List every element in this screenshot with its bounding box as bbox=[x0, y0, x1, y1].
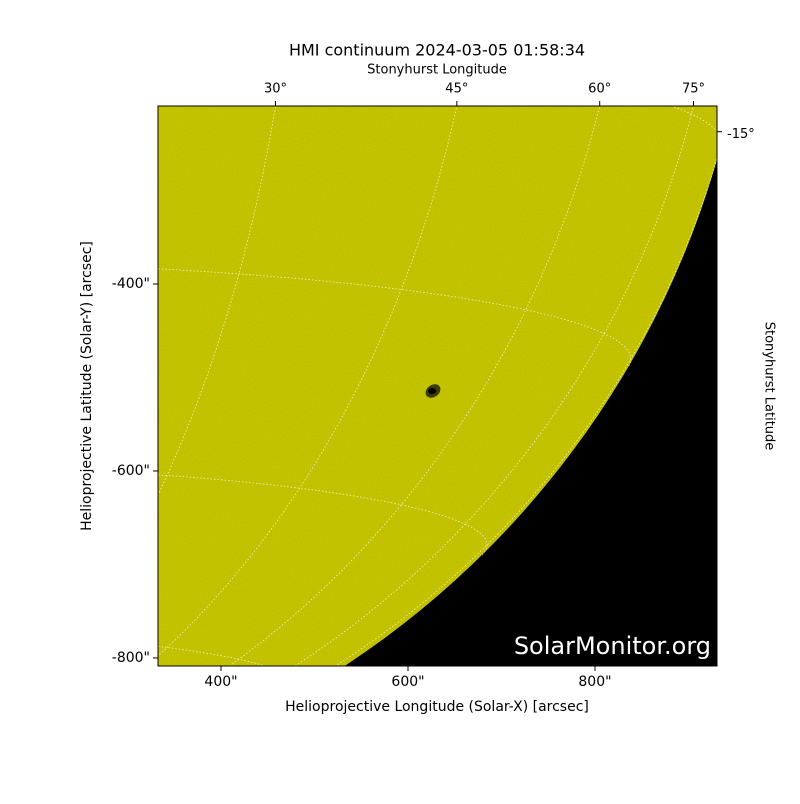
axes-frame bbox=[157, 105, 718, 667]
y-axis-label: Helioprojective Latitude (Solar-Y) [arcs… bbox=[79, 241, 95, 531]
coordinate-grid bbox=[0, 0, 81, 800]
x-axis-label: Helioprojective Longitude (Solar-X) [arc… bbox=[285, 699, 589, 715]
top-axis-label: Stonyhurst Longitude bbox=[367, 63, 507, 78]
right-axis-label: Stonyhurst Latitude bbox=[762, 322, 777, 451]
axes: 400" 600" 800" -400" -600" -800" 30° 45° 60° 75° -… bbox=[112, 82, 755, 691]
x-tick-label: 400" bbox=[204, 674, 237, 690]
y-tick-label: -400" bbox=[112, 276, 150, 292]
plot-area: SolarMonitor.org bbox=[0, 0, 717, 800]
coordinate-grid bbox=[158, 106, 276, 496]
watermark: SolarMonitor.org bbox=[514, 632, 711, 660]
y-tick-label: -800" bbox=[112, 650, 150, 666]
coordinate-grid bbox=[158, 474, 488, 555]
top-tick-label: 60° bbox=[588, 82, 611, 97]
sunspot-umbra bbox=[428, 388, 436, 394]
right-tick-label: -15° bbox=[727, 127, 755, 142]
x-tick-label: 600" bbox=[391, 674, 424, 690]
coordinate-grid bbox=[158, 646, 267, 666]
top-tick-label: 30° bbox=[264, 82, 287, 97]
coordinate-grid bbox=[0, 748, 81, 783]
coordinate-grid bbox=[158, 268, 632, 366]
top-tick-label: 75° bbox=[682, 82, 705, 97]
top-tick-label: 45° bbox=[445, 82, 468, 97]
x-tick-label: 800" bbox=[578, 674, 611, 690]
y-tick-label: -600" bbox=[112, 463, 150, 479]
coordinate-grid bbox=[158, 106, 458, 657]
chart-title: HMI continuum 2024-03-05 01:58:34 bbox=[289, 41, 585, 60]
